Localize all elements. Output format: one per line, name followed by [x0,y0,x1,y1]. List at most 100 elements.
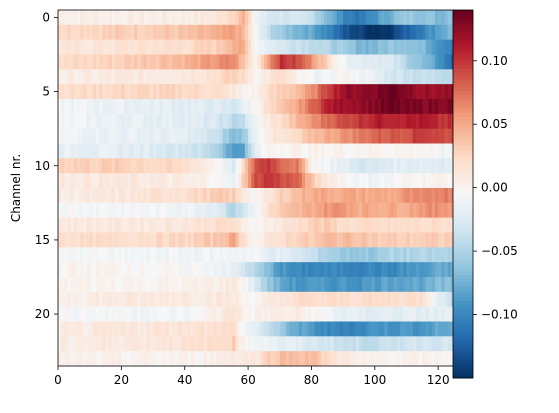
heatmap-cell [216,84,220,100]
heatmap-cell [64,113,68,130]
heatmap-cell [384,232,388,248]
heatmap-cell [178,306,182,322]
heatmap-cell [447,143,452,159]
heatmap-cell [371,202,376,219]
heatmap-cell [203,277,208,293]
heatmap-cell [216,277,220,293]
heatmap-cell [282,10,287,26]
heatmap-cell [403,217,407,233]
heatmap-cell [178,217,182,233]
colorbar-frame [452,9,474,379]
heatmap-cell [70,173,75,189]
heatmap-cell [229,113,233,130]
heatmap-cell [200,188,205,204]
heatmap-cell [438,232,442,248]
heatmap-cell [311,10,316,26]
heatmap-cell [105,188,110,204]
heatmap-cell [73,247,78,263]
heatmap-cell [232,10,236,26]
heatmap-cell [371,10,376,26]
heatmap-cell [276,173,281,189]
heatmap-cell [330,10,335,26]
heatmap-cell [301,158,306,174]
heatmap-cell [121,247,125,263]
heatmap-cell [184,113,189,130]
heatmap-cell [118,143,122,159]
heatmap-cell [216,291,220,308]
heatmap-cell [222,10,227,26]
heatmap-cell [206,113,211,130]
heatmap-cell [339,351,344,367]
heatmap-cell [308,39,312,55]
heatmap-cell [387,99,392,115]
heatmap-cell [219,321,224,337]
heatmap-cell [317,173,322,189]
heatmap-cell [400,232,404,248]
heatmap-cell [279,247,284,263]
heatmap-cell [146,232,151,248]
heatmap-cell [444,202,449,219]
heatmap-cell [343,69,347,85]
heatmap-cell [428,69,433,85]
heatmap-cell [260,277,265,293]
heatmap-cell [172,321,176,337]
heatmap-cell [339,128,344,144]
heatmap-cell [248,69,252,85]
heatmap-cell [349,24,354,41]
heatmap-cell [181,188,186,204]
heatmap-cell [83,113,87,130]
heatmap-cell [89,54,94,70]
heatmap-cell [248,128,252,144]
heatmap-cell [431,54,436,70]
heatmap-cell [267,39,271,55]
heatmap-cell [244,217,249,233]
heatmap-cell [400,291,404,308]
heatmap-cell [197,143,201,159]
heatmap-cell [213,202,217,219]
heatmap-cell [257,24,262,41]
heatmap-cell [260,173,265,189]
heatmap-cell [257,158,262,174]
heatmap-cell [314,24,319,41]
heatmap-cell [159,158,163,174]
heatmap-cell [396,113,401,130]
heatmap-cell [406,39,411,55]
heatmap-cell [362,188,366,204]
heatmap-cell [206,232,211,248]
heatmap-cell [203,10,208,26]
heatmap-cell [349,54,354,70]
heatmap-cell [308,217,312,233]
heatmap-cell [441,173,445,189]
heatmap-cell [381,99,385,115]
heatmap-cell [444,54,449,70]
heatmap-cell [409,247,414,263]
heatmap-cell [365,24,369,41]
heatmap-cell [77,84,81,100]
heatmap-cell [203,54,208,70]
heatmap-cell [438,247,442,263]
heatmap-cell [175,351,179,367]
heatmap-cell [336,262,341,278]
heatmap-cell [203,158,208,174]
heatmap-cell [257,202,262,219]
heatmap-cell [134,158,138,174]
heatmap-cell [124,262,129,278]
heatmap-cell [422,277,426,293]
heatmap-cell [83,291,87,308]
heatmap-cell [111,173,116,189]
heatmap-cell [194,351,198,367]
heatmap-cell [346,24,350,41]
heatmap-cell [260,128,265,144]
heatmap-cell [346,247,350,263]
heatmap-cell [412,247,417,263]
heatmap-cell [216,351,220,367]
heatmap-cell [162,247,167,263]
heatmap-cell [352,262,357,278]
heatmap-cell [140,143,144,159]
heatmap-cell [130,277,135,293]
heatmap-cell [92,306,97,322]
heatmap-cell [184,321,189,337]
heatmap-cell [244,99,249,115]
heatmap-cell [241,54,246,70]
heatmap-cell [409,24,414,41]
